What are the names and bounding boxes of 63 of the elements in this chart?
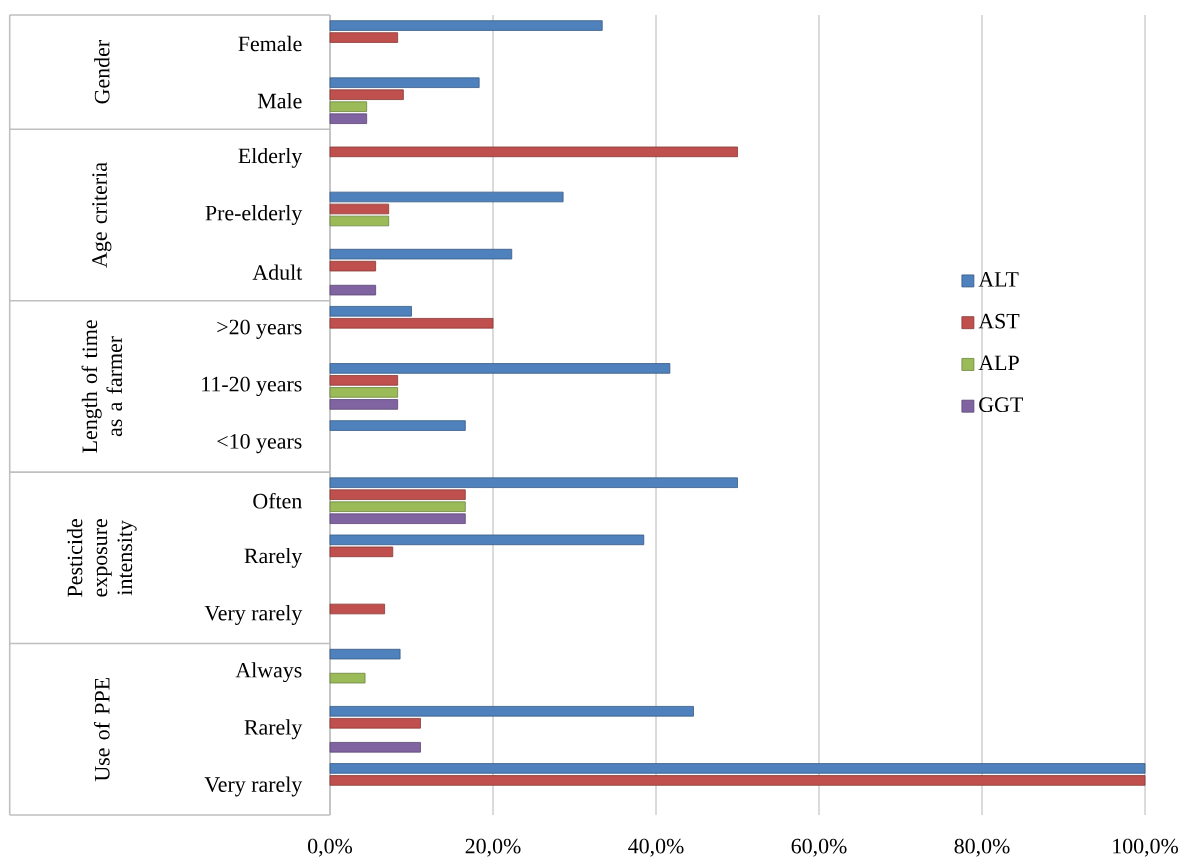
y-tick-label: Often — [253, 492, 302, 509]
y-tick-label: Rarely — [244, 547, 303, 568]
legend-label: AST — [978, 313, 1020, 329]
bar — [329, 113, 368, 124]
bar — [329, 20, 603, 31]
bar — [329, 306, 412, 317]
text: Use of PPE — [93, 678, 110, 782]
y-tick-label: Always — [235, 662, 302, 683]
bar — [329, 775, 1146, 786]
y-tick-label: 11-20 years — [202, 376, 302, 397]
text: Length of time as a farmer — [81, 320, 123, 453]
y-tick-label: Very rarely — [204, 605, 303, 625]
bar — [329, 718, 421, 729]
legend-label: ALT — [978, 272, 1019, 287]
bar — [329, 763, 1146, 774]
bar — [329, 215, 390, 227]
x-tick-label: 0,0% — [308, 838, 353, 857]
bar — [329, 191, 564, 203]
y-tick-label: Male — [257, 93, 302, 109]
y-tick-label: Rarely — [244, 719, 303, 740]
bar — [329, 706, 694, 717]
bar — [329, 420, 466, 431]
x-tick-label: 20,0% — [465, 838, 521, 857]
bar — [329, 101, 368, 112]
text: Age criteria — [92, 162, 112, 268]
bar — [329, 318, 494, 329]
x-tick-label: 40,0% — [628, 838, 684, 857]
legend-label: ALP — [978, 355, 1019, 371]
x-tick-label: 60,0% — [791, 838, 847, 857]
y-tick-label: Pre-elderly — [205, 205, 303, 225]
bar — [329, 672, 366, 684]
bar — [329, 260, 377, 272]
bar — [329, 32, 399, 43]
bar — [329, 203, 390, 215]
bar — [329, 477, 738, 488]
legend-label: GGT — [979, 397, 1023, 412]
y-tick-label: Adult — [252, 264, 303, 280]
bar — [329, 89, 404, 100]
bar — [329, 77, 480, 88]
y-tick-label: <10 years — [217, 433, 302, 454]
bar — [329, 501, 466, 512]
bar — [329, 284, 377, 296]
bar — [329, 489, 466, 500]
bar — [329, 248, 513, 260]
x-tick-label: 80,0% — [954, 838, 1010, 857]
bar — [329, 363, 671, 374]
y-tick-label: Very rarely — [204, 776, 303, 797]
bar — [329, 375, 399, 386]
text: Pesticide exposure intensity — [66, 519, 137, 597]
y-tick-label: Elderly — [238, 147, 303, 168]
bar — [329, 534, 645, 546]
bar — [329, 546, 394, 558]
text: Gender — [94, 40, 110, 104]
x-tick-label: 100,0% — [1113, 838, 1179, 857]
y-tick-label: >20 years — [217, 319, 302, 339]
bar — [329, 387, 399, 398]
y-tick-label: Female — [238, 35, 302, 52]
bar — [329, 742, 421, 753]
bar — [329, 603, 386, 615]
bar — [329, 648, 401, 660]
bar — [329, 146, 738, 158]
bar — [329, 513, 466, 524]
bar — [329, 399, 399, 410]
